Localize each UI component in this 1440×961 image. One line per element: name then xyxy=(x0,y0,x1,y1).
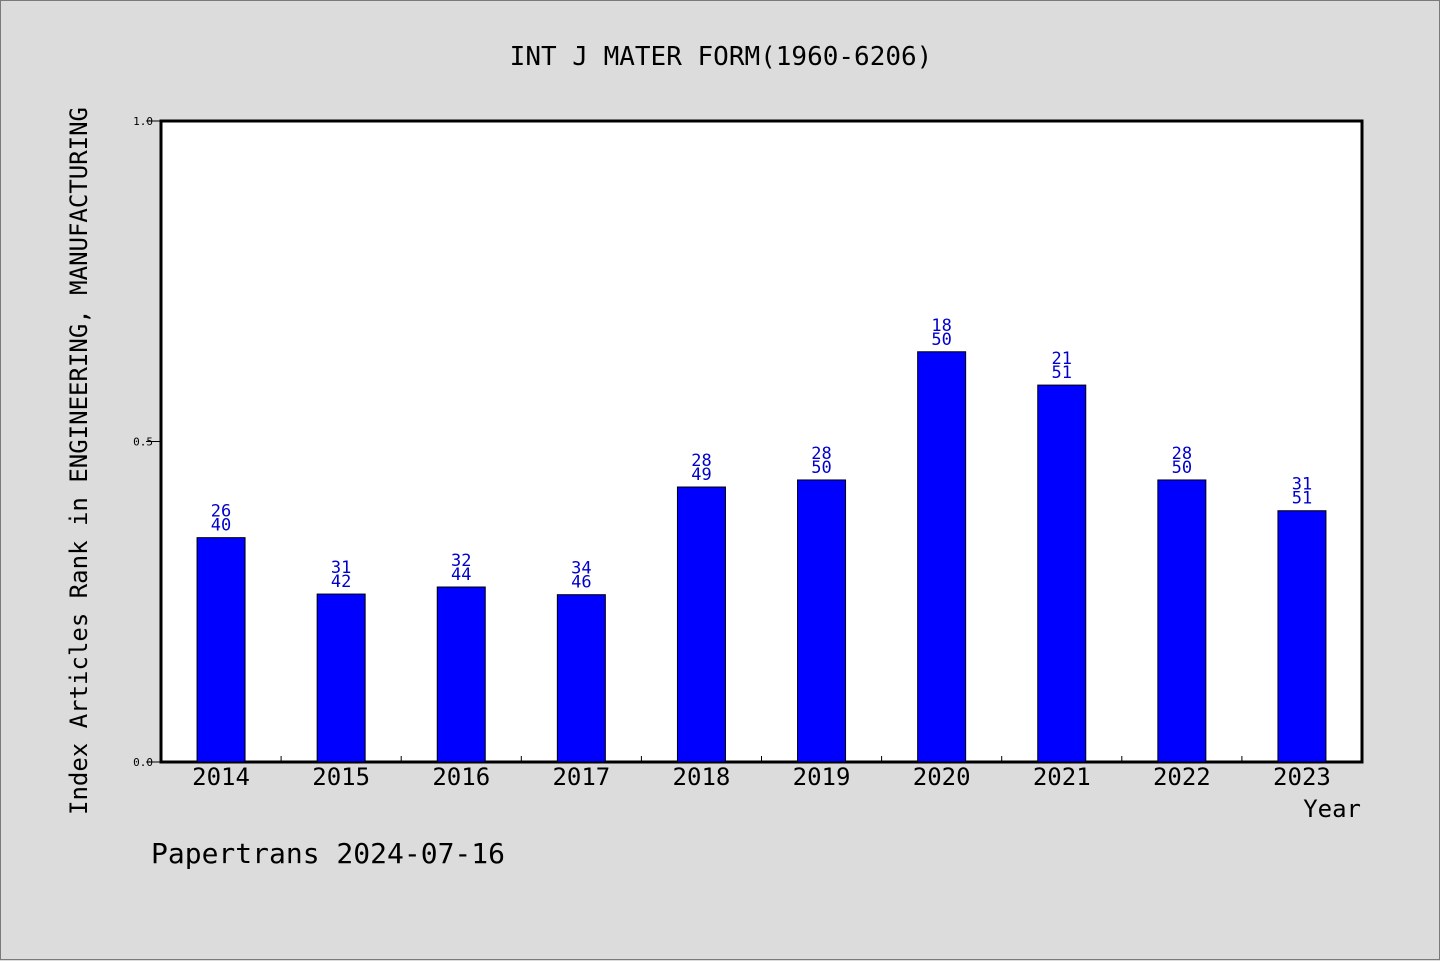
x-axis-ticks: 2014 2015 2016 2017 2018 2019 2020 2021 2022 2023 xyxy=(192,756,1331,791)
bar-label-top-2020: 18 xyxy=(931,316,951,336)
bar-2017 xyxy=(556,594,606,763)
x-tick-label-2017: 2017 xyxy=(552,763,610,791)
bar-label-top-2023: 31 xyxy=(1292,475,1312,495)
y-tick-label-0.5: 0.5 xyxy=(133,436,153,449)
bar-label-bottom-2018: 49 xyxy=(691,465,711,485)
bar-label-top-2015: 31 xyxy=(331,558,351,578)
bar-label-bottom-2019: 50 xyxy=(811,458,831,478)
y-axis-ticks: 0.0 0.5 1.0 xyxy=(133,115,161,769)
bar-2020 xyxy=(917,351,967,763)
x-tick-label-2019: 2019 xyxy=(793,763,851,791)
bar-label-bottom-2021: 51 xyxy=(1052,363,1072,383)
bar-label-top-2016: 32 xyxy=(451,551,471,571)
bar-2021 xyxy=(1037,384,1087,763)
bar-label-bottom-2016: 44 xyxy=(451,565,471,585)
x-tick-label-2023: 2023 xyxy=(1273,763,1331,791)
bar-2014 xyxy=(196,537,246,763)
bar-label-bottom-2020: 50 xyxy=(931,330,951,350)
y-tick-label-0.0: 0.0 xyxy=(133,756,153,769)
x-axis-title: Year xyxy=(1303,795,1361,823)
x-tick-label-2014: 2014 xyxy=(192,763,250,791)
bar-label-top-2017: 34 xyxy=(571,559,591,579)
bar-label-top-2021: 21 xyxy=(1052,349,1072,369)
bar-label-bottom-2017: 46 xyxy=(571,573,591,593)
bar-2018 xyxy=(676,486,726,763)
chart-title: INT J MATER FORM(1960-6206) xyxy=(510,42,933,72)
bar-label-bottom-2022: 50 xyxy=(1172,458,1192,478)
x-tick-label-2016: 2016 xyxy=(432,763,490,791)
bar-2019 xyxy=(797,479,847,763)
bar-2015 xyxy=(316,593,366,763)
bar-label-bottom-2014: 40 xyxy=(211,516,231,536)
bar-label-top-2022: 28 xyxy=(1172,444,1192,464)
bar-label-bottom-2015: 42 xyxy=(331,572,351,592)
x-tick-label-2022: 2022 xyxy=(1153,763,1211,791)
y-axis-title: Index Articles Rank in ENGINEERING, MANU… xyxy=(65,107,93,815)
bar-2016 xyxy=(436,586,486,763)
bar-label-top-2014: 26 xyxy=(211,502,231,522)
x-tick-label-2015: 2015 xyxy=(312,763,370,791)
footer-text: Papertrans 2024-07-16 xyxy=(151,837,505,870)
bar-2023 xyxy=(1277,510,1327,763)
bar-2022 xyxy=(1157,479,1207,763)
x-tick-label-2021: 2021 xyxy=(1033,763,1091,791)
x-tick-label-2018: 2018 xyxy=(673,763,731,791)
y-tick-label-1.0: 1.0 xyxy=(133,115,153,128)
x-tick-label-2020: 2020 xyxy=(913,763,971,791)
bars-layer xyxy=(196,351,1327,763)
bar-label-bottom-2023: 51 xyxy=(1292,489,1312,509)
bar-label-top-2019: 28 xyxy=(811,444,831,464)
bar-label-top-2018: 28 xyxy=(691,451,711,471)
